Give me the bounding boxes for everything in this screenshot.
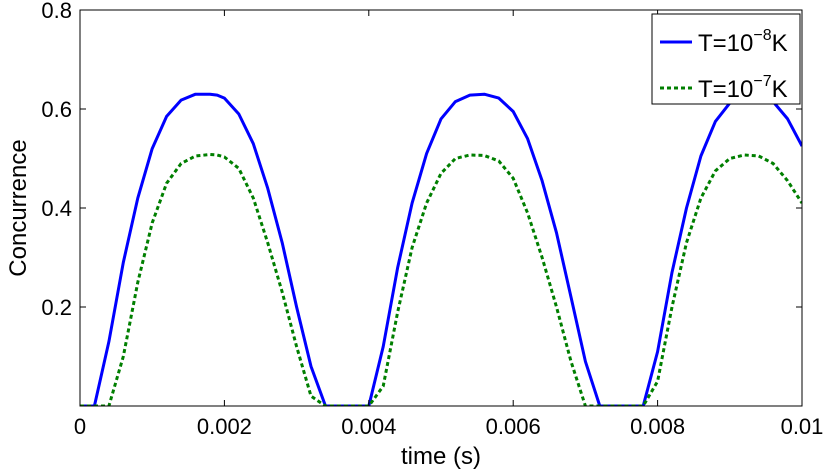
series-line-1	[80, 153, 802, 406]
x-tick-label: 0.006	[486, 414, 541, 439]
legend: T=10−8K T=10−7K	[651, 13, 801, 105]
x-tick-label: 0.008	[630, 414, 685, 439]
series-line-0	[80, 92, 802, 406]
x-tick-label: 0.01	[781, 414, 824, 439]
series-layer	[80, 92, 802, 406]
x-tick-label: 0.002	[197, 414, 252, 439]
y-tick-label: 0.8	[41, 0, 72, 23]
legend-label-0: T=10−8K	[698, 27, 788, 57]
x-tick-label: 0.004	[341, 414, 396, 439]
y-tick-label: 0.4	[41, 196, 72, 221]
x-tick-label: 0	[74, 414, 86, 439]
y-axis-label: Concurrence	[5, 139, 32, 276]
tick-layer: 0 0.002 0.004 0.006 0.008 0.01 0.2 0.4 0.6 0.8	[41, 0, 823, 439]
y-tick-label: 0.6	[41, 97, 72, 122]
y-tick-label: 0.2	[41, 295, 72, 320]
x-axis-label: time (s)	[401, 443, 481, 470]
legend-label-1: T=10−7K	[698, 73, 788, 103]
plot-frame	[79, 9, 803, 407]
